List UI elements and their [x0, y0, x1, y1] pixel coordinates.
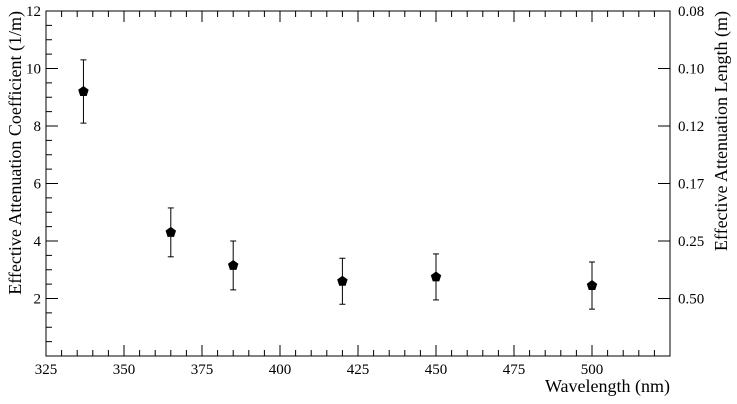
y2-tick-label: 0.25 [678, 234, 704, 250]
data-point [78, 86, 89, 96]
x-tick-label: 325 [35, 362, 58, 378]
data-point [337, 275, 348, 286]
data-points [78, 86, 598, 291]
x-tick-label: 475 [503, 362, 526, 378]
y-axis-title: Effective Attenuation Coefficient (1/m) [5, 11, 26, 295]
x-axis-title: Wavelength (nm) [545, 376, 670, 397]
data-point [165, 226, 177, 237]
y-tick-label: 2 [34, 292, 42, 308]
y-tick-label: 4 [34, 234, 42, 250]
data-point [430, 271, 442, 282]
y-tick-labels: 2 4 6 8 10 12 [26, 4, 42, 308]
y2-tick-label: 0.08 [678, 4, 704, 20]
plot-frame [45, 10, 671, 357]
error-bars [80, 59, 595, 310]
x-tick-label: 375 [191, 362, 214, 378]
x-tick-label: 350 [113, 362, 136, 378]
x-tick-label: 450 [425, 362, 448, 378]
x-tick-label: 400 [269, 362, 292, 378]
y2-tick-labels: 0.08 0.10 0.12 0.17 0.25 0.50 [678, 4, 705, 308]
y2-axis-title: Effective Attenuation Length (m) [711, 11, 732, 251]
x-tick-label: 500 [581, 362, 604, 378]
tick-marks [45, 10, 670, 356]
y-tick-label: 10 [26, 62, 41, 78]
data-point [586, 280, 598, 291]
y-tick-label: 6 [34, 177, 42, 193]
y-tick-label: 8 [34, 119, 42, 135]
x-tick-labels: 325 350 375 400 425 450 475 500 [35, 362, 604, 378]
x-tick-label: 425 [347, 362, 370, 378]
y2-tick-label: 0.50 [678, 292, 704, 308]
y2-tick-label: 0.17 [678, 177, 705, 193]
y2-tick-label: 0.10 [678, 62, 704, 78]
data-point [227, 259, 239, 270]
y-tick-label: 12 [26, 4, 41, 20]
y2-tick-label: 0.12 [678, 119, 704, 135]
